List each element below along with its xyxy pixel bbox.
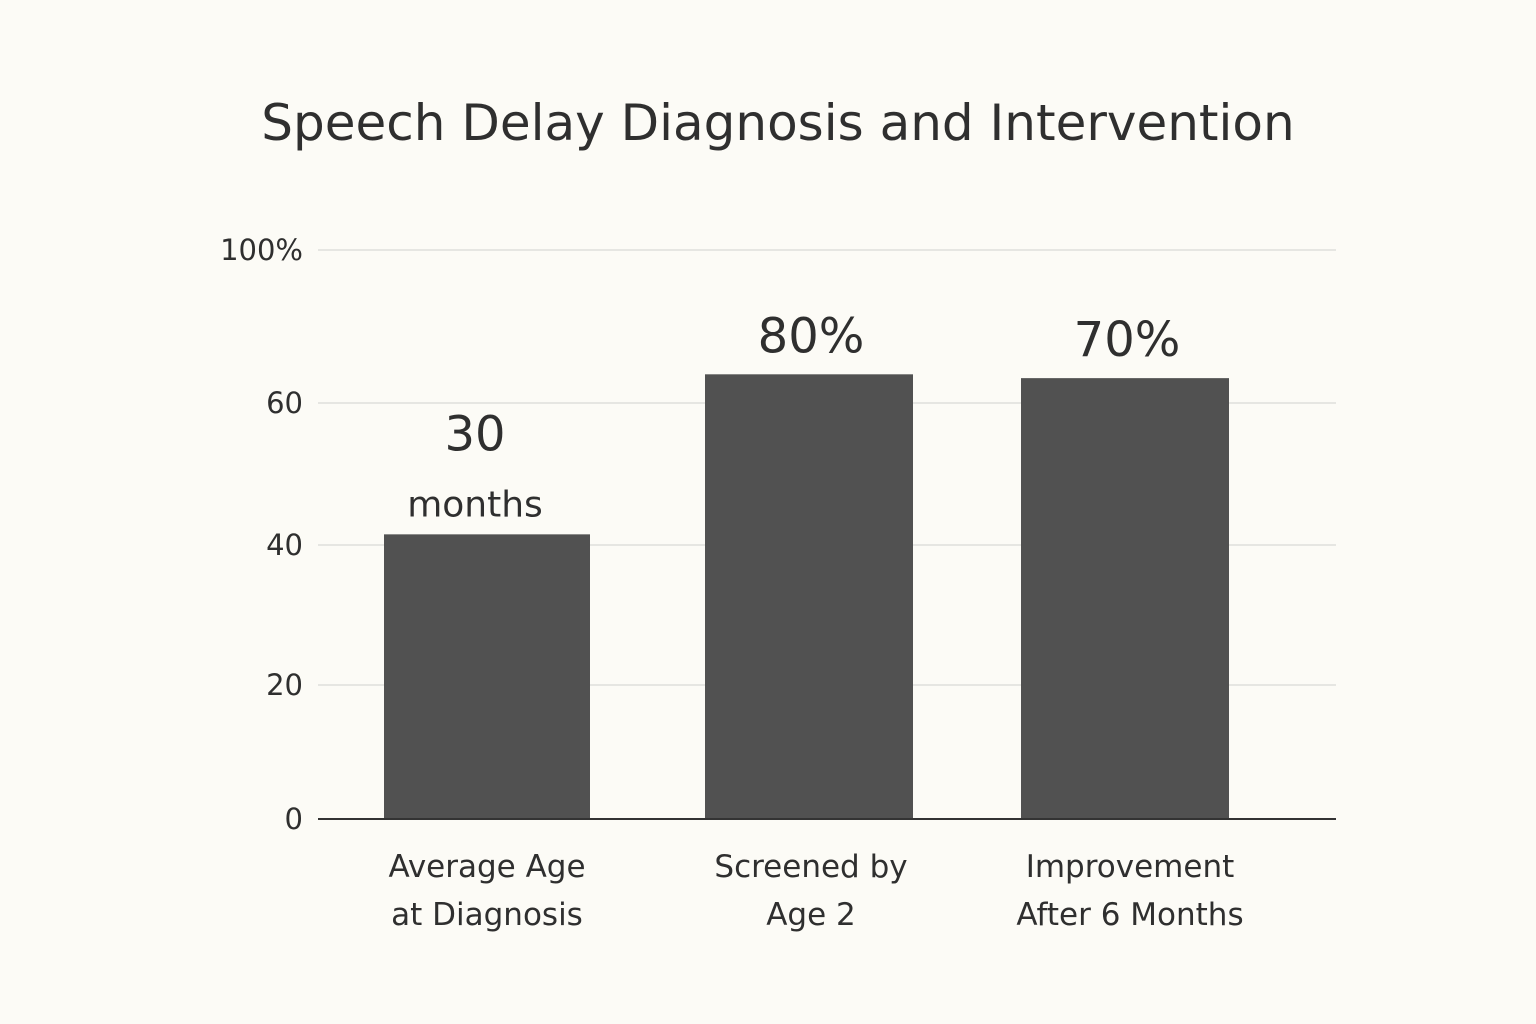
bar <box>384 534 590 819</box>
x-category-label: at Diagnosis <box>391 897 583 933</box>
chart-title: Speech Delay Diagnosis and Intervention <box>261 94 1294 152</box>
x-axis-categories: Average Age at Diagnosis Screened by Age 2 I… <box>388 849 1243 933</box>
y-tick-label: 100% <box>220 233 303 267</box>
y-tick-label: 60 <box>266 386 303 420</box>
data-label: 30 <box>444 406 505 462</box>
data-label: 70% <box>1074 312 1181 368</box>
y-tick-label: 40 <box>266 528 303 562</box>
x-category-label: Average Age <box>388 849 585 885</box>
data-labels: 30 months 80% 70% <box>407 308 1180 525</box>
x-category-label: Improvement <box>1026 849 1235 885</box>
x-category-label: Age 2 <box>766 897 856 933</box>
x-category-label: Screened by <box>714 849 907 885</box>
y-tick-label: 0 <box>285 802 303 836</box>
bars <box>384 374 1229 819</box>
x-category-label: After 6 Months <box>1016 897 1243 933</box>
bar <box>1021 378 1229 819</box>
bar <box>705 374 913 819</box>
data-label-unit: months <box>407 484 543 525</box>
y-axis-ticks: 0 20 40 60 100% <box>220 233 303 836</box>
data-label: 80% <box>758 308 865 364</box>
y-tick-label: 20 <box>266 668 303 702</box>
